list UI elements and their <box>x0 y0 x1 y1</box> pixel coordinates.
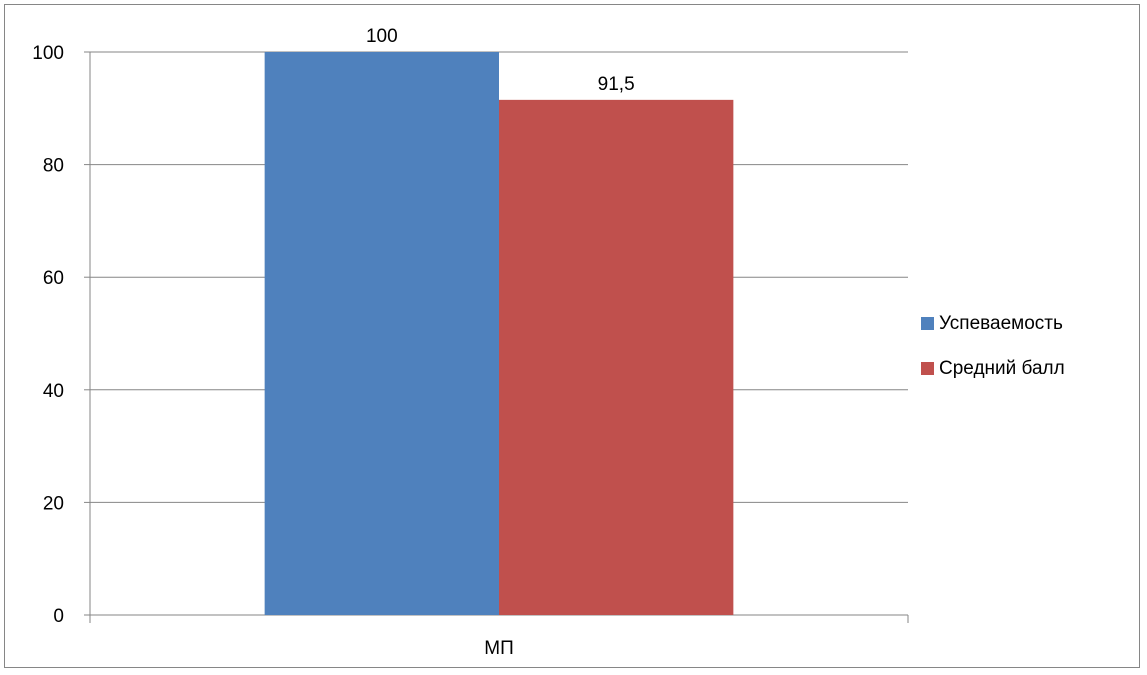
y-tick-label-100: 100 <box>32 43 64 64</box>
data-label-Средний балл: 91,5 <box>598 74 635 95</box>
y-tick-label-20: 20 <box>43 493 64 514</box>
data-label-Успеваемость: 100 <box>366 26 398 47</box>
bar-МП-Средний балл <box>499 99 734 616</box>
legend-swatch-Успеваемость <box>921 317 934 330</box>
legend-label-Успеваемость: Успеваемость <box>939 313 1063 334</box>
y-tick-label-60: 60 <box>43 268 64 289</box>
legend: Успеваемость Средний балл <box>921 313 1065 379</box>
legend-label-Средний балл: Средний балл <box>939 358 1065 379</box>
bars <box>264 52 734 616</box>
x-category-label: МП <box>484 638 513 659</box>
y-tick-label-0: 0 <box>53 606 64 627</box>
y-tick-label-80: 80 <box>43 156 64 177</box>
y-tick-label-40: 40 <box>43 381 64 402</box>
legend-swatch-Средний балл <box>921 362 934 375</box>
bar-МП-Успеваемость <box>264 52 499 615</box>
labels: 0 20 40 60 80 100 100 91,5 МП <box>32 26 634 659</box>
